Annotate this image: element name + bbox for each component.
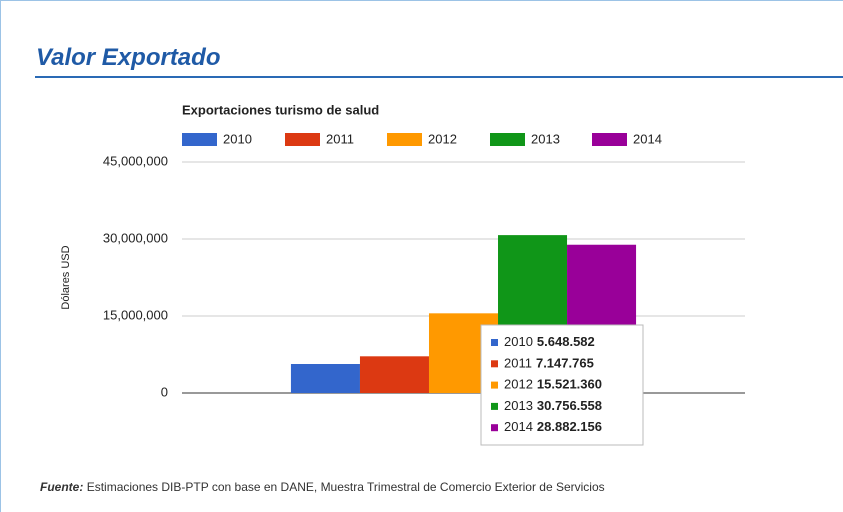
tooltip-swatch xyxy=(491,402,498,410)
y-tick-label: 30,000,000 xyxy=(103,230,168,245)
y-tick-label: 15,000,000 xyxy=(103,307,168,322)
tooltip-swatch xyxy=(491,360,498,368)
y-axis-label: Dólares USD xyxy=(60,245,72,309)
tooltip-name: 2010 xyxy=(504,334,533,349)
tooltip-swatch xyxy=(491,424,498,432)
legend-swatch xyxy=(182,133,217,146)
tooltip-row: 2011 7.147.765 xyxy=(504,356,594,371)
legend-swatch xyxy=(387,133,422,146)
y-tick-label: 45,000,000 xyxy=(103,153,168,168)
legend-label: 2013 xyxy=(531,131,560,146)
tooltip-value: 7.147.765 xyxy=(536,356,594,371)
tooltip-box xyxy=(480,324,644,446)
tooltip-row: 2010 5.648.582 xyxy=(504,334,595,349)
tooltip-row: 2012 15.521.360 xyxy=(504,377,602,392)
tooltip-row: 2013 30.756.558 xyxy=(504,398,602,413)
legend-label: 2011 xyxy=(326,131,354,146)
tooltip-name: 2013 xyxy=(504,398,533,413)
tooltip-name: 2011 xyxy=(504,356,532,371)
tooltip-row: 2014 28.882.156 xyxy=(504,420,602,435)
legend-swatch xyxy=(592,133,627,146)
legend-swatch xyxy=(285,133,320,146)
tooltip-value: 5.648.582 xyxy=(537,334,595,349)
section-title: Valor Exportado xyxy=(36,44,221,71)
source-lead: Fuente: xyxy=(40,480,84,494)
bar xyxy=(290,364,360,393)
tooltip-swatch xyxy=(491,381,498,389)
tooltip-name: 2012 xyxy=(504,377,533,392)
legend-label: 2014 xyxy=(633,131,662,146)
tooltip-value: 28.882.156 xyxy=(537,420,602,435)
tooltip-value: 30.756.558 xyxy=(537,398,602,413)
tooltip-swatch xyxy=(491,339,498,346)
y-tick-label: 0 xyxy=(161,384,168,399)
bar xyxy=(359,356,429,393)
source-note: Fuente: Estimaciones DIB-PTP con base en… xyxy=(40,480,605,494)
legend-label: 2010 xyxy=(223,131,252,146)
tooltip-value: 15.521.360 xyxy=(537,377,602,392)
legend-label: 2012 xyxy=(428,131,457,146)
tooltip-name: 2014 xyxy=(504,420,533,435)
chart-title: Exportaciones turismo de salud xyxy=(182,102,379,117)
legend-swatch xyxy=(490,133,525,146)
source-text: Estimaciones DIB-PTP con base en DANE, M… xyxy=(86,480,605,494)
title-rule xyxy=(35,76,843,78)
